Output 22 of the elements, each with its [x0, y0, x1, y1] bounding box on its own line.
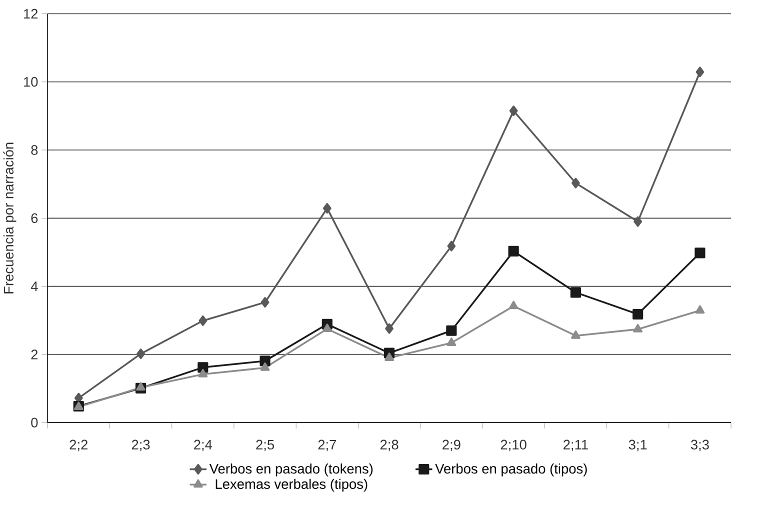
x-tick-label: 2;3 — [132, 440, 150, 452]
y-axis-title: Frecuencia por narración — [3, 142, 16, 294]
x-tick-label: 2;10 — [500, 440, 526, 452]
x-tick-label: 2;8 — [380, 440, 398, 452]
y-tick-label: 6 — [31, 214, 38, 224]
x-tick-label: 3;1 — [628, 440, 647, 452]
x-tick-label: 2;11 — [564, 440, 588, 452]
x-tick-label: 2;5 — [256, 440, 274, 452]
x-tick-label: 3;3 — [690, 440, 709, 452]
x-tick-label: 2;9 — [442, 440, 460, 452]
y-tick-label: 8 — [31, 145, 38, 156]
y-tick-label: 12 — [24, 9, 38, 19]
legend-label: Verbos en pasado (tipos) — [435, 464, 587, 477]
legend-label: Lexemas verbales (tipos) — [216, 479, 368, 492]
x-tick-label: 2;7 — [318, 440, 336, 452]
x-tick-label: 2;4 — [194, 440, 212, 452]
y-tick-label: 4 — [30, 282, 38, 292]
y-tick-label: 2 — [31, 350, 38, 360]
y-tick-label: 10 — [24, 77, 38, 87]
legend-label: Verbos en pasado (tokens) — [209, 464, 373, 477]
x-tick-label: 2;2 — [70, 440, 88, 452]
y-tick-label: 0 — [31, 418, 38, 428]
